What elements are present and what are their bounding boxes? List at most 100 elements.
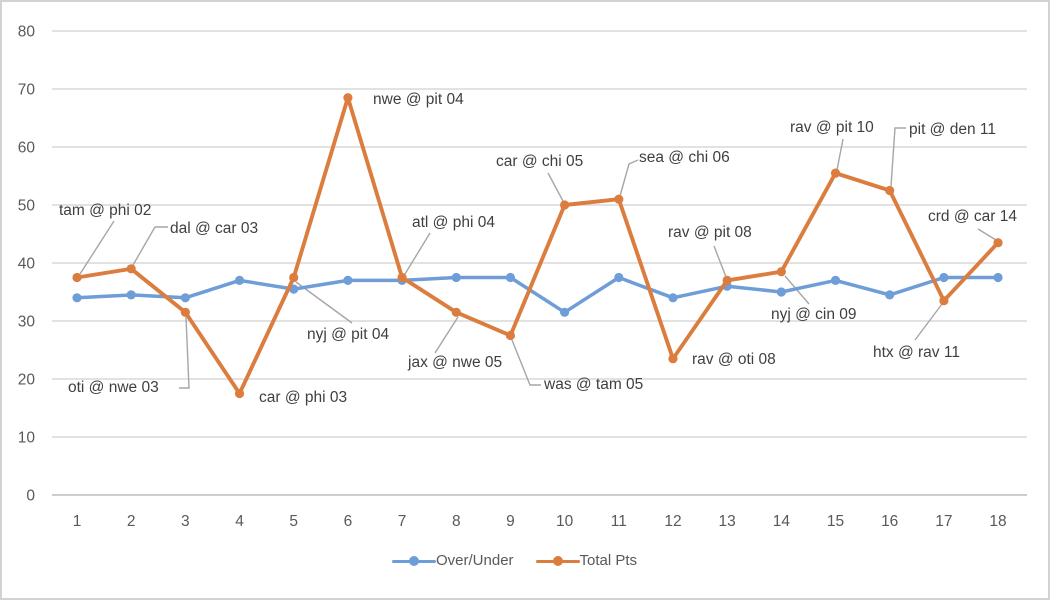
data-point-marker xyxy=(722,275,732,285)
annotation-leader-line xyxy=(713,245,727,278)
data-point-marker xyxy=(885,185,895,196)
x-tick-label: 16 xyxy=(881,513,898,530)
x-tick-label: 1 xyxy=(73,513,82,530)
x-tick-label: 18 xyxy=(989,513,1006,530)
data-point-marker xyxy=(668,293,678,303)
data-point-marker xyxy=(126,264,136,274)
annotation-label: oti @ nwe 03 xyxy=(68,379,159,396)
annotation-leader-line xyxy=(79,220,115,275)
data-point-marker xyxy=(993,238,1003,248)
series-line-total-pts xyxy=(75,95,1001,396)
x-tick-label: 6 xyxy=(344,513,353,530)
data-point-marker xyxy=(180,293,190,303)
legend-label-total-pts: Total Pts xyxy=(579,552,638,569)
data-point-marker xyxy=(72,293,82,303)
annotation-label: car @ chi 05 xyxy=(496,153,583,170)
annotation-label: tam @ phi 02 xyxy=(59,202,151,219)
data-point-marker xyxy=(289,272,299,283)
annotation-label: car @ phi 03 xyxy=(259,389,347,406)
x-tick-label: 8 xyxy=(452,513,461,530)
data-point-marker xyxy=(126,290,136,300)
chart-legend: Over/Under Total Pts xyxy=(392,552,638,569)
data-point-marker xyxy=(885,290,895,300)
annotation-label: pit @ den 11 xyxy=(909,121,996,138)
legend-item-over-under: Over/Under xyxy=(392,552,514,569)
x-tick-label: 17 xyxy=(935,513,952,530)
data-point-marker xyxy=(343,275,353,285)
annotation-label: nyj @ cin 09 xyxy=(771,306,857,323)
x-tick-label: 2 xyxy=(127,513,136,530)
annotation-label: nyj @ pit 04 xyxy=(307,326,389,343)
y-tick-label: 20 xyxy=(18,372,36,389)
data-point-marker xyxy=(234,275,245,285)
data-point-marker xyxy=(397,272,407,283)
data-point-marker xyxy=(614,194,624,204)
annotation-leader-line xyxy=(619,159,639,197)
legend-label-over-under: Over/Under xyxy=(436,552,514,569)
annotation-leader-line xyxy=(434,316,459,354)
annotation-label: rav @ pit 08 xyxy=(668,224,752,241)
x-tick-label: 7 xyxy=(398,513,407,530)
x-tick-label: 4 xyxy=(235,513,244,530)
data-point-marker xyxy=(234,388,245,399)
y-tick-label: 30 xyxy=(18,314,36,331)
annotation-label: dal @ car 03 xyxy=(170,220,258,237)
data-point-marker xyxy=(451,307,461,317)
annotation-label: nwe @ pit 04 xyxy=(373,91,464,108)
data-point-marker xyxy=(560,200,570,210)
annotation-label: htx @ rav 11 xyxy=(873,344,960,361)
x-tick-label: 13 xyxy=(719,513,736,530)
x-tick-label: 10 xyxy=(556,513,574,530)
annotation-leader-line xyxy=(547,172,564,202)
annotation-label: was @ tam 05 xyxy=(543,376,643,393)
annotation-label: sea @ chi 06 xyxy=(639,149,730,166)
annotation-leader-line xyxy=(977,228,997,241)
data-point-marker xyxy=(939,296,949,306)
y-tick-label: 70 xyxy=(18,82,36,99)
legend-marker-over-under xyxy=(392,555,436,567)
annotation-label: atl @ phi 04 xyxy=(412,214,495,231)
data-point-marker xyxy=(505,330,516,341)
data-point-marker xyxy=(993,272,1003,283)
y-tick-label: 0 xyxy=(26,488,35,505)
annotation-leader-line xyxy=(914,303,943,341)
data-point-marker xyxy=(180,307,190,317)
data-point-marker xyxy=(505,272,516,283)
y-tick-label: 10 xyxy=(18,430,36,447)
data-point-marker xyxy=(451,272,461,283)
data-point-marker xyxy=(614,272,624,283)
y-tick-label: 80 xyxy=(18,24,36,41)
annotation-label: crd @ car 14 xyxy=(928,208,1017,225)
data-point-marker xyxy=(939,272,949,283)
y-tick-label: 50 xyxy=(18,198,36,215)
annotation-leader-line xyxy=(511,339,541,386)
annotation-leader-line xyxy=(179,316,190,389)
x-tick-label: 11 xyxy=(611,513,627,530)
annotation-label: rav @ pit 10 xyxy=(790,119,874,136)
x-tick-label: 5 xyxy=(289,513,298,530)
annotation-leader-line xyxy=(132,226,168,266)
data-point-marker xyxy=(830,275,841,285)
x-tick-label: 12 xyxy=(664,513,681,530)
data-point-marker xyxy=(830,168,841,178)
x-tick-label: 9 xyxy=(506,513,515,530)
data-point-marker xyxy=(343,93,353,103)
annotation-leader-line xyxy=(890,127,906,187)
data-point-marker xyxy=(560,307,570,317)
x-tick-label: 14 xyxy=(773,513,791,530)
y-tick-label: 40 xyxy=(18,256,36,273)
data-point-marker xyxy=(776,267,786,277)
data-point-marker xyxy=(72,272,82,283)
annotation-leader-line xyxy=(836,138,844,171)
legend-item-total-pts: Total Pts xyxy=(535,552,638,569)
annotation-label: jax @ nwe 05 xyxy=(407,354,502,371)
annotation-label: rav @ oti 08 xyxy=(692,351,776,368)
annotation-leader-line xyxy=(404,232,431,275)
x-tick-label: 15 xyxy=(827,513,844,530)
x-tick-label: 3 xyxy=(181,513,190,530)
data-point-marker xyxy=(668,354,678,364)
data-point-marker xyxy=(776,287,786,297)
series-line-over-under xyxy=(75,275,1000,315)
